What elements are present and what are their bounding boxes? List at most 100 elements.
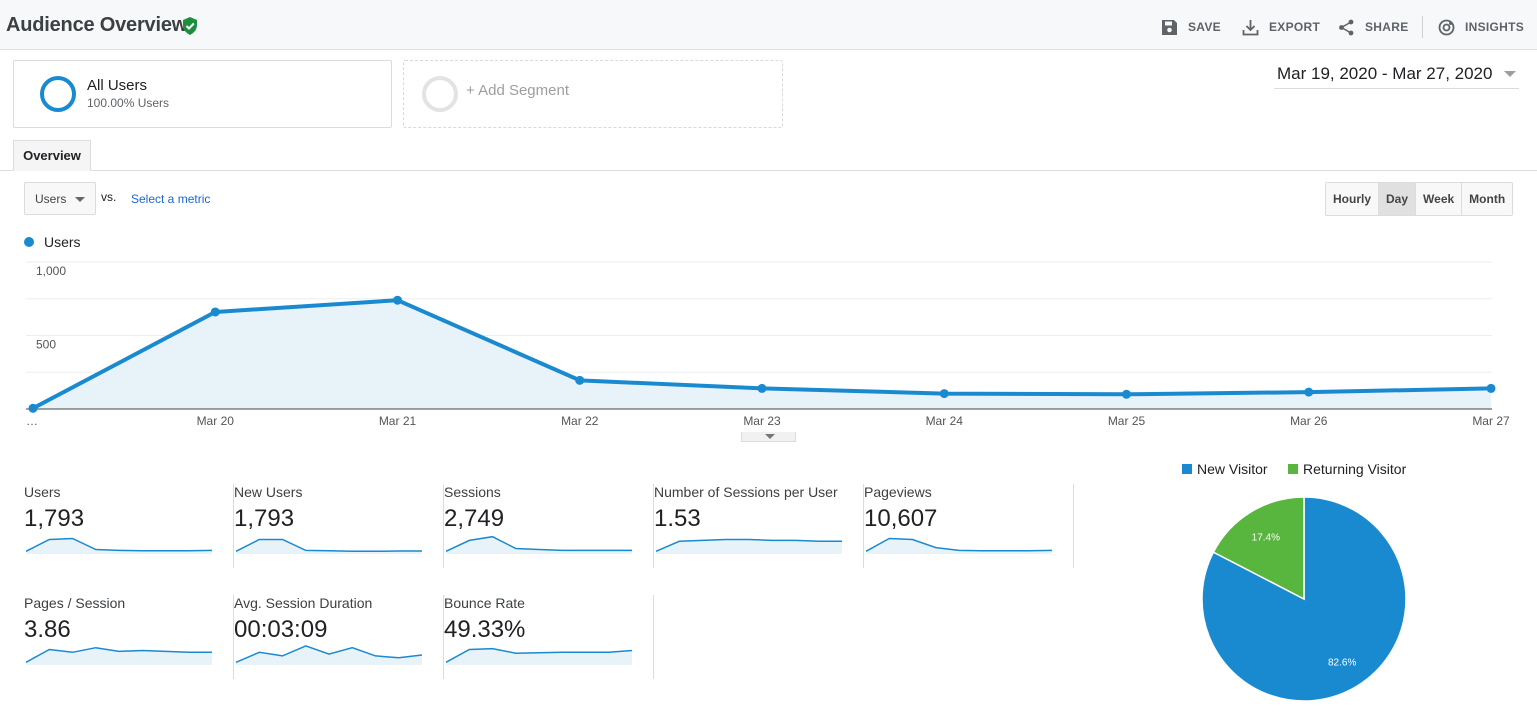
metric-select[interactable]: Users <box>24 182 96 215</box>
pie-slice-returning-visitor <box>1212 496 1305 601</box>
y-tick-label: 500 <box>36 338 56 352</box>
x-tick-label: Mar 23 <box>743 414 781 428</box>
granularity-week[interactable]: Week <box>1416 183 1463 215</box>
chevron-down-icon <box>765 434 775 439</box>
metric-card[interactable]: Users 1,793 <box>24 484 234 568</box>
metric-sparkline <box>235 645 423 665</box>
metric-card[interactable]: Pages / Session 3.86 <box>24 595 234 679</box>
chart-legend: Users <box>24 234 81 250</box>
dropdown-arrow-icon <box>75 197 85 202</box>
sparkline-fill <box>656 539 842 554</box>
data-point <box>210 307 220 317</box>
metric-value: 49.33% <box>444 616 526 643</box>
collapse-chart-button[interactable] <box>741 432 796 442</box>
pie-legend-returning-label: Returning Visitor <box>1303 461 1407 477</box>
metric-value: 1,793 <box>24 505 85 532</box>
select-metric-link[interactable]: Select a metric <box>131 192 211 206</box>
sparkline-fill <box>866 538 1052 554</box>
sparkline-line <box>655 538 842 552</box>
segment-all-users[interactable]: All Users 100.00% Users <box>13 60 392 128</box>
pie-legend-new-label: New Visitor <box>1197 461 1268 477</box>
share-button[interactable]: SHARE <box>1338 16 1409 38</box>
chart-legend-label: Users <box>44 234 81 250</box>
metric-name: Bounce Rate <box>444 595 525 611</box>
data-point <box>575 375 585 385</box>
x-tick-label: Mar 22 <box>561 414 599 428</box>
metric-value: 3.86 <box>24 616 71 643</box>
empty-segment-ring-icon <box>422 76 458 112</box>
x-tick-label: Mar 25 <box>1108 414 1146 428</box>
metric-card[interactable]: Pageviews 10,607 <box>864 484 1074 568</box>
data-point <box>1122 389 1131 399</box>
metric-sparkline <box>445 535 632 554</box>
metric-sparkline <box>25 646 212 665</box>
granularity-hourly[interactable]: Hourly <box>1326 183 1380 215</box>
x-tick-label: Mar 26 <box>1290 414 1328 428</box>
sparkline-fill <box>26 538 212 554</box>
metric-value: 1,793 <box>234 505 295 532</box>
sparkline-line <box>235 538 422 553</box>
granularity-day[interactable]: Day <box>1379 183 1417 215</box>
insights-button[interactable]: INSIGHTS <box>1438 16 1524 38</box>
header-bar: Audience Overview SAVE EXPORT SHARE INSI… <box>0 0 1537 50</box>
sparkline-line <box>865 537 1053 552</box>
page-title: Audience Overview <box>6 14 188 36</box>
metric-sparkline <box>655 538 842 554</box>
share-icon <box>1339 19 1354 35</box>
tab-overview[interactable]: Overview <box>13 140 91 171</box>
data-point <box>28 403 38 413</box>
sparkline-line <box>445 535 632 552</box>
metric-name: Number of Sessions per User <box>654 484 838 500</box>
export-label: EXPORT <box>1269 20 1321 34</box>
sparkline-fill <box>236 645 422 665</box>
vs-label: vs. <box>101 190 117 204</box>
add-segment-button[interactable]: + Add Segment <box>403 60 783 128</box>
metric-card[interactable]: Number of Sessions per User 1.53 <box>654 484 864 568</box>
metric-card[interactable]: Avg. Session Duration 00:03:09 <box>234 595 444 679</box>
segment-name: All Users <box>87 77 148 94</box>
metric-select-value: Users <box>35 192 67 206</box>
data-point <box>1486 383 1496 393</box>
pie-legend-returning: Returning Visitor <box>1288 461 1406 477</box>
metric-sparkline <box>865 537 1053 554</box>
granularity-month[interactable]: Month <box>1462 183 1513 215</box>
metric-value: 1.53 <box>654 505 701 532</box>
users-line-chart: 1,000 500 … Mar 20 Mar 21 Mar 22 Mar 23 Mar 24 M… <box>26 261 1510 428</box>
metric-card[interactable]: New Users 1,793 <box>234 484 444 568</box>
users-legend-dot <box>24 237 34 247</box>
users-area-fill <box>33 300 1491 409</box>
export-button[interactable]: EXPORT <box>1242 16 1320 38</box>
segment-ring-icon <box>40 76 76 112</box>
share-label: SHARE <box>1365 20 1409 34</box>
date-range-picker[interactable]: Mar 19, 2020 - Mar 27, 2020 <box>1274 62 1519 89</box>
save-button[interactable]: SAVE <box>1161 16 1221 38</box>
metric-name: Pages / Session <box>24 595 126 611</box>
returning-visitor-swatch <box>1288 464 1298 474</box>
x-tick-label: Mar 20 <box>197 414 235 428</box>
pie-slice-label: 17.4% <box>1252 532 1280 543</box>
verified-shield-icon <box>183 17 197 35</box>
toolbar-divider <box>1422 16 1423 38</box>
metric-sparkline <box>235 538 422 554</box>
data-point <box>757 383 767 393</box>
tab-divider <box>0 170 1537 171</box>
pie-slice-label: 82.6% <box>1328 658 1356 669</box>
data-point <box>939 389 949 399</box>
add-segment-label: + Add Segment <box>466 82 569 99</box>
segment-percentage: 100.00% Users <box>87 96 170 110</box>
metric-value: 2,749 <box>444 505 505 532</box>
metric-card[interactable]: Sessions 2,749 <box>444 484 654 568</box>
save-icon <box>1162 19 1177 35</box>
save-label: SAVE <box>1188 20 1221 34</box>
metric-value: 10,607 <box>864 505 938 532</box>
sparkline-line <box>25 537 213 552</box>
insights-icon <box>1438 19 1455 35</box>
metric-name: Pageviews <box>864 484 932 500</box>
metric-card[interactable]: Bounce Rate 49.33% <box>444 595 654 679</box>
sparkline-line <box>235 645 423 663</box>
metric-name: New Users <box>234 484 303 500</box>
sparkline-fill <box>446 648 632 665</box>
export-icon <box>1242 19 1259 35</box>
metric-name: Users <box>24 484 61 500</box>
x-tick-label: Mar 27 <box>1472 414 1510 428</box>
